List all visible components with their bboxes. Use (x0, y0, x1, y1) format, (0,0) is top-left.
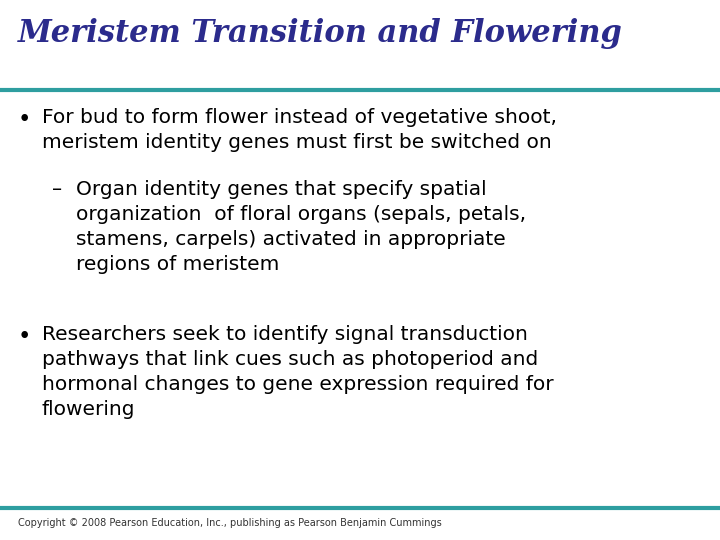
Text: Copyright © 2008 Pearson Education, Inc., publishing as Pearson Benjamin Cumming: Copyright © 2008 Pearson Education, Inc.… (18, 518, 442, 528)
Text: For bud to form flower instead of vegetative shoot,
meristem identity genes must: For bud to form flower instead of vegeta… (42, 108, 557, 152)
Text: –: – (52, 180, 62, 199)
Text: •: • (18, 108, 32, 131)
Text: •: • (18, 325, 32, 348)
Text: Meristem Transition and Flowering: Meristem Transition and Flowering (18, 18, 623, 49)
Text: Organ identity genes that specify spatial
organization  of floral organs (sepals: Organ identity genes that specify spatia… (76, 180, 526, 274)
Text: Researchers seek to identify signal transduction
pathways that link cues such as: Researchers seek to identify signal tran… (42, 325, 554, 419)
